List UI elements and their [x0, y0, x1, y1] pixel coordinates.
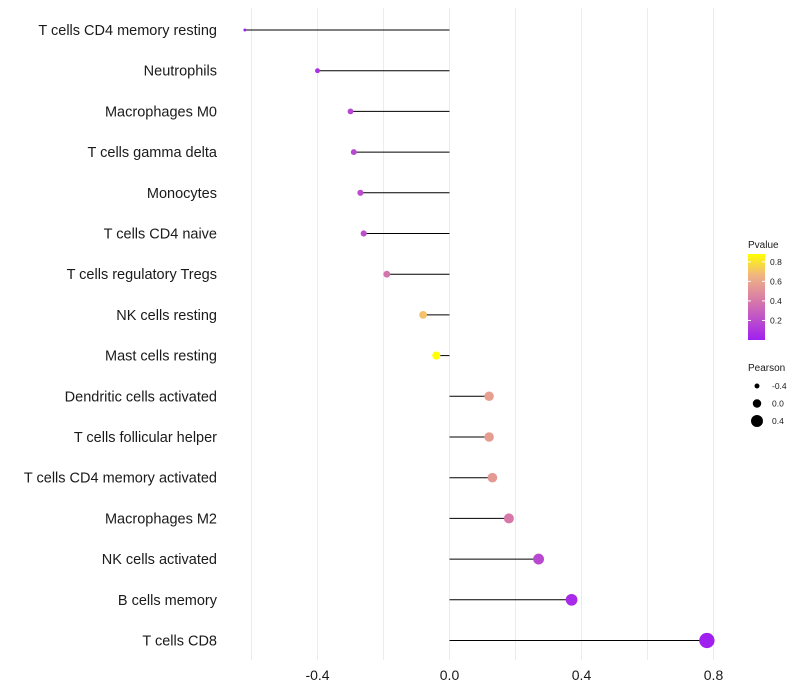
lollipop-point	[315, 68, 320, 74]
y-tick-label: T cells CD4 memory resting	[38, 23, 217, 39]
y-tick-label: Macrophages M0	[105, 104, 217, 120]
y-tick-label: T cells follicular helper	[74, 430, 217, 446]
y-tick-label: Macrophages M2	[105, 511, 217, 527]
lollipop-point	[565, 593, 578, 606]
y-tick-label: T cells CD8	[142, 634, 217, 650]
y-tick-label: T cells CD4 naive	[104, 227, 217, 243]
lollipop-point	[360, 230, 367, 237]
legend-title-pvalue: Pvalue	[748, 240, 779, 251]
y-tick-label: T cells regulatory Tregs	[67, 267, 217, 283]
y-tick-label: Mast cells resting	[105, 349, 217, 365]
y-tick-label: Monocytes	[147, 186, 217, 202]
lollipop-point	[357, 189, 364, 196]
y-tick-label: Dendritic cells activated	[65, 389, 217, 405]
x-tick-label: 0.8	[704, 667, 724, 683]
y-tick-label: Neutrophils	[144, 64, 217, 80]
y-tick-label: NK cells resting	[116, 308, 217, 324]
x-tick-label: 0.0	[440, 667, 460, 683]
legend-colorbar-label: 0.8	[770, 257, 782, 267]
x-tick-label: -0.4	[305, 667, 329, 683]
lollipop-point	[419, 311, 427, 319]
lollipop-point	[484, 432, 494, 442]
y-tick-label: T cells CD4 memory activated	[24, 471, 217, 487]
y-tick-label: NK cells activated	[102, 552, 217, 568]
lollipop-point	[699, 632, 715, 649]
lollipop-point	[533, 553, 545, 565]
legend-colorbar-label: 0.4	[770, 296, 782, 306]
legend-size-dot	[754, 383, 760, 389]
legend-size-label: 0.4	[772, 416, 784, 426]
legend-size-label: -0.4	[772, 381, 787, 391]
lollipop-point	[350, 149, 357, 156]
legend-size-dot	[752, 399, 762, 408]
legend-colorbar	[748, 254, 765, 340]
y-tick-label: B cells memory	[118, 593, 218, 609]
lollipop-point	[503, 513, 514, 524]
legend-colorbar-label: 0.2	[770, 315, 782, 325]
lollipop-point	[487, 472, 498, 483]
legend-size-dot	[751, 415, 763, 427]
lollipop-point	[432, 351, 441, 360]
legend-colorbar-label: 0.6	[770, 276, 782, 286]
legend-title-pearson: Pearson	[748, 363, 785, 374]
x-tick-label: 0.4	[572, 667, 592, 683]
y-tick-label: T cells gamma delta	[88, 145, 218, 161]
legend-size-label: 0.0	[772, 399, 784, 409]
lollipop-point	[484, 391, 494, 402]
lollipop-point	[243, 28, 247, 32]
lollipop-point	[383, 270, 391, 278]
lollipop-point	[347, 108, 354, 115]
